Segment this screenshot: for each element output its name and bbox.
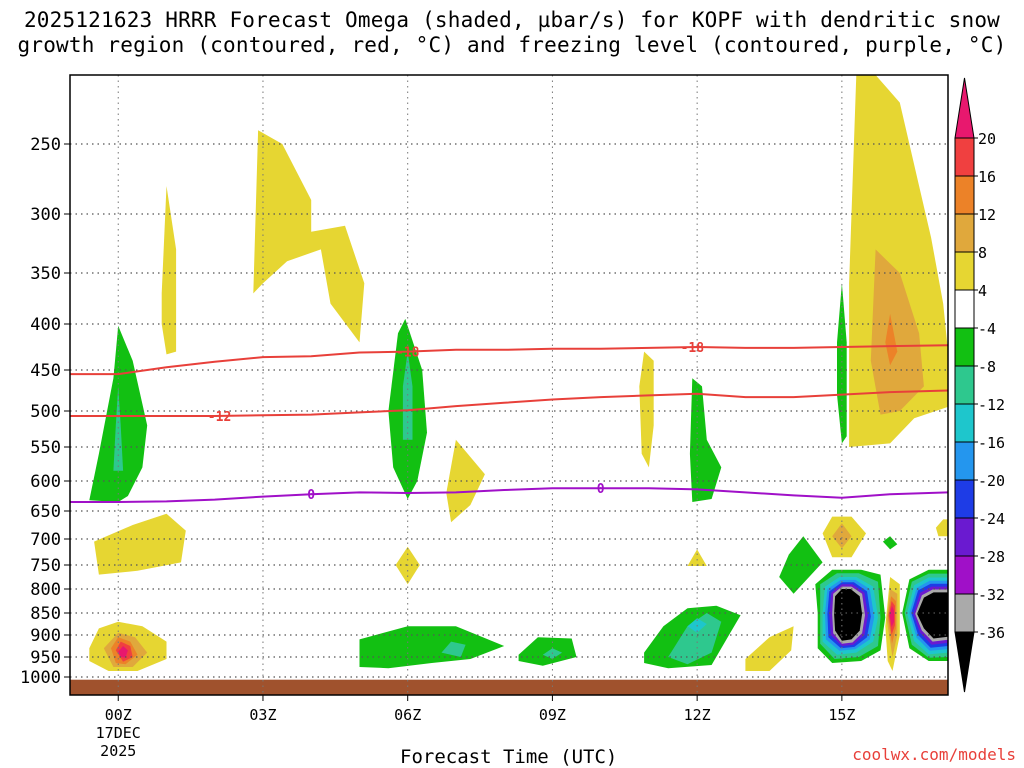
colorbar-label--8: -8 [978, 358, 996, 376]
y-tick-label-250: 250 [30, 135, 61, 155]
omega-region-rising-14z-700 [779, 536, 823, 594]
colorbar-label-8: 8 [978, 244, 987, 262]
omega-region-rising-15z-low-38 [834, 589, 863, 641]
omega-region-sinking-07z-600 [446, 439, 485, 523]
colorbar-label-16: 16 [978, 168, 996, 186]
y-tick-label-850: 850 [30, 604, 61, 624]
y-tick-label-350: 350 [30, 264, 61, 284]
colorbar-bin--4-to-4 [954, 289, 975, 329]
colorbar-label--12: -12 [978, 396, 1005, 414]
omega-region-sinking-17z-680 [935, 519, 948, 537]
x-tick-label-03Z: 03Z [249, 706, 276, 724]
y-tick-label-900: 900 [30, 626, 61, 646]
source-credit[interactable]: coolwx.com/models [852, 745, 1016, 764]
y-tick-label-800: 800 [30, 580, 61, 600]
omega-region-rising-06z-low [359, 626, 505, 669]
x-tick-label-00Z: 00Z [105, 706, 132, 724]
contour-dgz-minus12 [70, 389, 948, 417]
colorbar-bin-20-to-24 [954, 77, 975, 139]
contour-label-dgz-minus18-0: -18 [396, 346, 420, 361]
y-tick-label-700: 700 [30, 530, 61, 550]
colorbar-label--16: -16 [978, 434, 1005, 452]
colorbar-label--4: -4 [978, 320, 996, 338]
omega-region-rising-16z-700 [882, 536, 898, 550]
omega-region-sinking-13z-low [745, 626, 794, 671]
colorbar-bin--12-to--8 [954, 365, 975, 405]
y-tick-label-500: 500 [30, 402, 61, 422]
omega-region-rising-09z-low [518, 637, 577, 666]
contour-label-dgz-minus12-0: -12 [208, 410, 231, 425]
omega-region-rising-12z-low-8 [668, 613, 722, 665]
y-tick-label-300: 300 [30, 205, 61, 225]
colorbar-label-12: 12 [978, 206, 996, 224]
y-tick-label-650: 650 [30, 502, 61, 522]
omega-region-sinking-01z-upper [161, 186, 177, 355]
omega-region-rising-06z-mid-core [402, 351, 413, 440]
colorbar-label--20: -20 [978, 472, 1005, 490]
plot-frame [69, 74, 949, 696]
contour-label-freezing-level-0: 0 [307, 488, 315, 503]
omega-region-sinking-00z-700 [94, 513, 186, 575]
colorbar-bin--8-to--4 [954, 327, 975, 367]
colorbar-bin--20-to--16 [954, 441, 975, 481]
colorbar-bin--32-to--28 [954, 555, 975, 595]
x-tick-label-12Z: 12Z [684, 706, 711, 724]
contour-dgz-minus18 [70, 344, 948, 376]
colorbar-label--24: -24 [978, 510, 1005, 528]
colorbar-bin--40-to--36 [954, 631, 975, 693]
omega-region-rising-00z-mid-core [113, 386, 124, 471]
contour-label-freezing-level-1: 0 [597, 482, 605, 497]
omega-region-sinking-16z-low-22 [889, 605, 894, 628]
colorbar-bin--16-to--12 [954, 403, 975, 443]
omega-region-sinking-11z-mid [639, 351, 654, 468]
x-axis-label: Forecast Time (UTC) [400, 746, 618, 768]
y-tick-label-750: 750 [30, 556, 61, 576]
y-tick-label-550: 550 [30, 438, 61, 458]
ground-strip [70, 679, 948, 695]
x-tick-label-06Z: 06Z [394, 706, 421, 724]
y-tick-label-1000: 1000 [20, 668, 61, 688]
colorbar-bin--36-to--32 [954, 593, 975, 633]
chart-title-line-2: growth region (contoured, red, °C) and f… [17, 33, 1007, 57]
x-tick-sublabel-00Z-1: 2025 [100, 742, 136, 760]
contour-label-dgz-minus18-1: -18 [681, 341, 705, 356]
omega-region-sinking-12z-750 [687, 549, 707, 566]
omega-region-sinking-16z-upper-8 [870, 249, 924, 415]
colorbar-label-4: 4 [978, 282, 987, 300]
omega-region-sinking-15z-700-core [832, 523, 852, 549]
x-tick-label-09Z: 09Z [539, 706, 566, 724]
y-tick-label-450: 450 [30, 361, 61, 381]
colorbar-label--32: -32 [978, 586, 1005, 604]
omega-region-sinking-16z-upper-12 [885, 313, 898, 366]
plot-area: -18 -18 -12 0 0 [70, 75, 948, 695]
colorbar-bin-4-to-8 [954, 251, 975, 291]
y-tick-label-950: 950 [30, 648, 61, 668]
omega-region-sinking-00z-low-20 [118, 646, 128, 658]
colorbar-bin-12-to-16 [954, 175, 975, 215]
omega-region-sinking-03z-upper [253, 130, 365, 343]
colorbar-label-20: 20 [978, 130, 996, 148]
omega-region-rising-17z-low-38 [917, 592, 948, 639]
x-tick-label-15Z: 15Z [828, 706, 855, 724]
colorbar-bin-16-to-20 [954, 137, 975, 177]
colorbar-label--28: -28 [978, 548, 1005, 566]
omega-region-rising-15z-mid [837, 283, 847, 444]
y-tick-label-400: 400 [30, 315, 61, 335]
contour-freezing-level [70, 487, 948, 503]
y-tick-label-600: 600 [30, 472, 61, 492]
omega-region-rising-12z-mid [689, 378, 722, 502]
colorbar-label--36: -36 [978, 624, 1005, 642]
colorbar-bin-8-to-12 [954, 213, 975, 253]
colorbar-bin--24-to--20 [954, 479, 975, 519]
colorbar-bin--28-to--24 [954, 517, 975, 557]
x-tick-sublabel-00Z-0: 17DEC [96, 724, 141, 742]
omega-region-rising-06z-low-core [441, 641, 466, 657]
chart-title-line-1: 2025121623 HRRR Forecast Omega (shaded, … [23, 8, 1001, 32]
